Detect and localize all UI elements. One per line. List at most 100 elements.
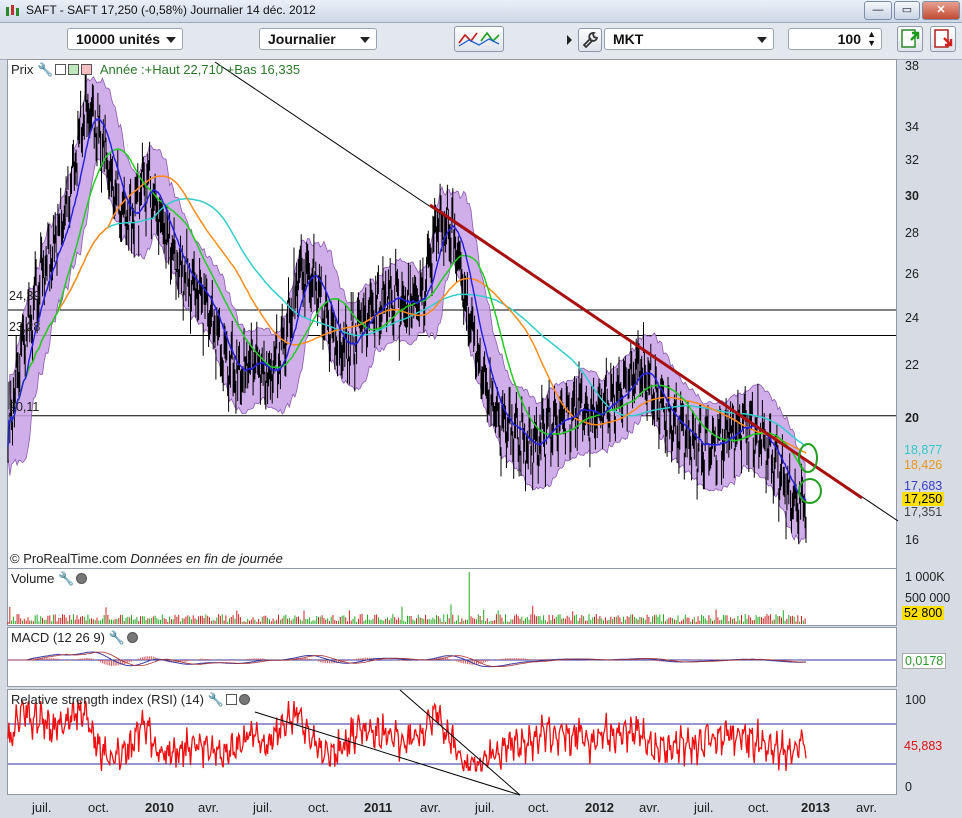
last-price-value: 17,250 [902, 492, 945, 506]
wrench-icon[interactable]: 🔧 [108, 630, 125, 645]
price-tick-label: 28 [905, 226, 919, 241]
macd-panel-header: MACD (12 26 9) 🔧 [11, 630, 138, 646]
highlight-circle [798, 443, 818, 473]
macd-value: 0,0178 [902, 653, 947, 669]
macd-panel-title: MACD (12 26 9) [11, 630, 105, 645]
rsi-panel-title: Relative strength index (RSI) (14) [11, 692, 204, 707]
x-tick-label: juil. [253, 800, 273, 815]
price-tick-label: 16 [905, 533, 919, 547]
volume-bars-up [11, 572, 804, 624]
maximize-button[interactable]: ▭ [894, 1, 920, 20]
buy-order-icon [901, 29, 920, 48]
sell-button[interactable] [930, 26, 956, 52]
app-icon [6, 5, 19, 16]
price-panel[interactable] [7, 59, 897, 569]
stepper-arrows-icon[interactable]: ▲ ▼ [867, 29, 876, 48]
wrench-icon[interactable]: 🔧 [37, 62, 54, 77]
close-icon[interactable] [238, 694, 250, 705]
x-tick-label: oct. [308, 800, 329, 815]
price-tick-label: 32 [905, 153, 919, 168]
x-tick-label: avr. [198, 800, 219, 815]
x-tick-label: 2010 [145, 800, 174, 815]
number-stepper[interactable]: 100 ▲ ▼ [788, 28, 882, 50]
ma200-value: 18,877 [904, 443, 943, 457]
highlight-circle [798, 478, 822, 504]
ma100-line [7, 175, 807, 454]
exchange-dropdown[interactable]: MKT [604, 28, 774, 50]
close-icon[interactable] [126, 632, 138, 643]
volume-tick: 1 000K [905, 570, 945, 584]
price-tick-label: 30 [905, 188, 919, 203]
macd-histogram [27, 656, 806, 666]
sell-order-icon [934, 29, 953, 48]
exchange-value: MKT [613, 31, 644, 47]
x-tick-label: 2013 [801, 800, 830, 815]
x-tick-label: avr. [639, 800, 660, 815]
price-tick-label: 38 [905, 59, 919, 73]
price-tick-label: 34 [905, 119, 919, 134]
hline-label: 24,39 [9, 289, 41, 303]
ma50-line [7, 148, 807, 474]
chevron-down-icon [166, 37, 176, 43]
x-tick-label: juil. [475, 800, 495, 815]
x-tick-label: juil. [32, 800, 52, 815]
wrench-icon [582, 32, 599, 49]
rsi-line [7, 698, 807, 772]
window-icon[interactable] [225, 694, 237, 705]
arrow-up-icon[interactable] [68, 64, 80, 75]
annual-high-low: Année :+Haut 22,710 +Bas 16,335 [99, 62, 301, 77]
price-tick-label: 24 [905, 310, 919, 325]
volume-panel-header: Volume 🔧 [11, 571, 88, 587]
indicators-button[interactable] [454, 26, 504, 52]
copyright-text: © ProRealTime.com Données en fin de jour… [10, 551, 283, 566]
number-value: 100 [837, 31, 861, 47]
price-tick-label: 22 [905, 358, 919, 373]
wrench-icon[interactable]: 🔧 [207, 692, 224, 707]
window-title: SAFT - SAFT 17,250 (-0,58%) Journalier 1… [26, 3, 316, 17]
x-tick-label: oct. [88, 800, 109, 815]
rsi-tick-0: 0 [905, 780, 912, 794]
window-icon[interactable] [55, 64, 67, 75]
x-tick-label: oct. [748, 800, 769, 815]
x-tick-label: juil. [694, 800, 714, 815]
period-value: Journalier [268, 31, 336, 47]
chart-lines-icon [458, 31, 500, 47]
buy-button[interactable] [897, 26, 923, 52]
quantity-dropdown[interactable]: 10000 unités [67, 28, 183, 50]
trendline-resistance [429, 203, 863, 500]
period-dropdown[interactable]: Journalier [259, 28, 377, 50]
hline-label: 20,11 [9, 400, 40, 414]
x-tick-label: 2011 [364, 800, 393, 815]
ma20-value: 17,683 [904, 479, 943, 493]
quantity-value: 10000 unités [76, 31, 161, 47]
minimize-button[interactable]: — [864, 1, 892, 20]
volume-bars-down [7, 605, 806, 624]
toolbar: 10000 unités Journalier MKT 100 ▲ ▼ [0, 23, 962, 60]
x-tick-label: oct. [528, 800, 549, 815]
x-tick-label: 2012 [585, 800, 614, 815]
macd-signal-line [8, 651, 806, 667]
rsi-value: 45,883 [904, 739, 943, 753]
settings-button[interactable] [578, 28, 602, 52]
price-candles [7, 71, 807, 545]
hline-label: 23,28 [9, 320, 41, 334]
close-icon[interactable] [76, 573, 88, 584]
chevron-down-icon [360, 37, 370, 43]
prev-close-value: 17,351 [904, 505, 943, 519]
price-tick-label: 26 [905, 266, 919, 281]
expand-arrow-icon[interactable] [567, 35, 572, 45]
price-panel-title: Prix [11, 62, 34, 77]
ma100-value: 18,426 [904, 458, 943, 472]
close-button[interactable]: ✕ [922, 1, 960, 20]
rsi-trendline [399, 689, 521, 796]
x-tick-label: avr. [420, 800, 441, 815]
wrench-icon[interactable]: 🔧 [58, 571, 75, 586]
macd-line [8, 651, 806, 668]
volume-panel-title: Volume [11, 571, 55, 586]
price-panel-header: Prix 🔧 Année :+Haut 22,710 +Bas 16,335 [11, 62, 300, 78]
macd-panel[interactable] [7, 627, 897, 687]
ma20-line [7, 118, 807, 502]
x-tick-label: avr. [856, 800, 877, 815]
arrow-down-icon[interactable] [81, 64, 93, 75]
